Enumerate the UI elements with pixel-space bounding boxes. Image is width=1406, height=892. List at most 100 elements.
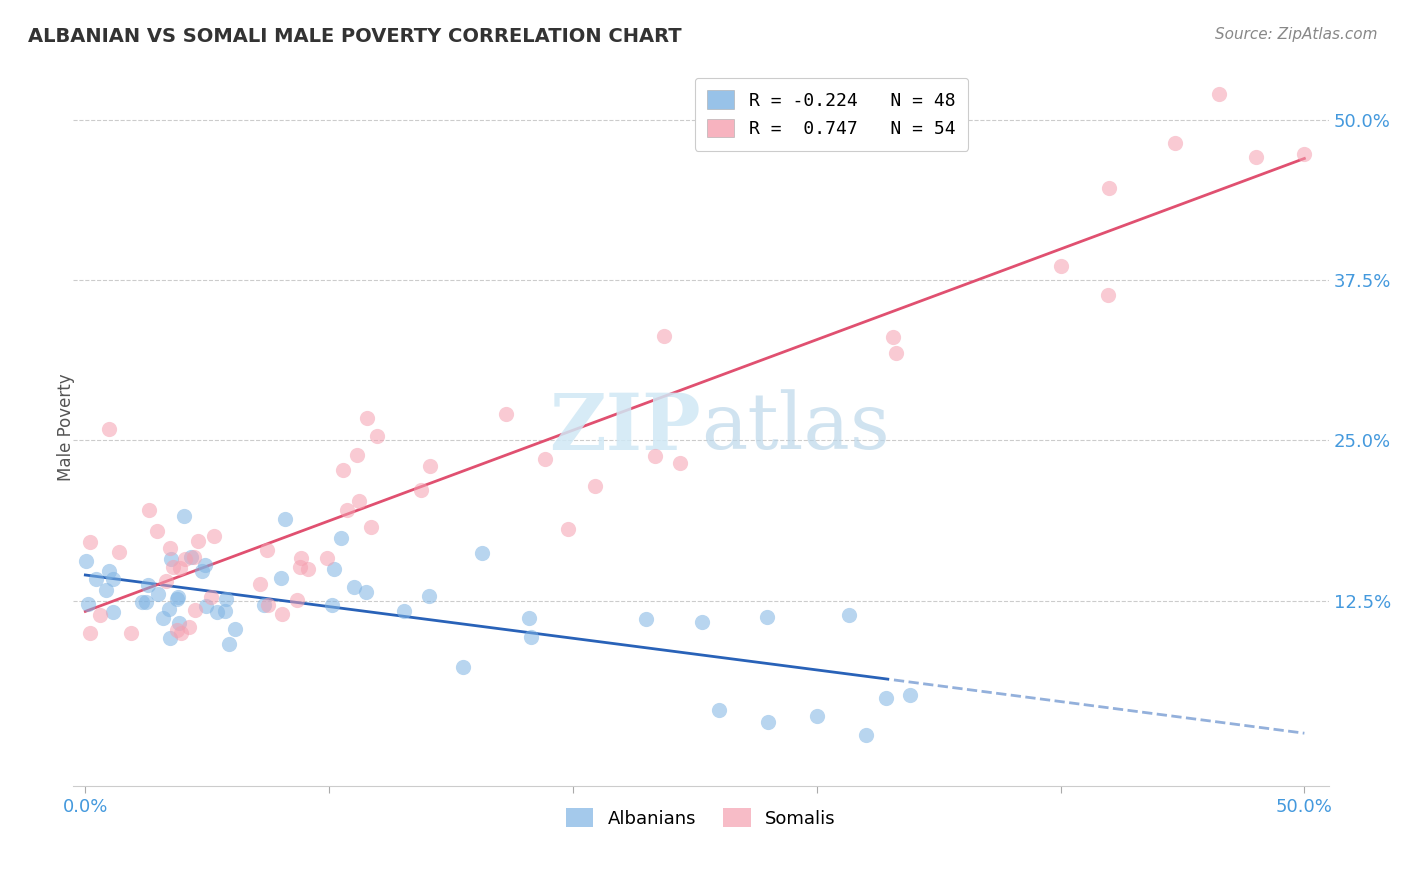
Point — [274, 512, 297, 526]
Point — [347, 494, 370, 508]
Point — [690, 615, 713, 629]
Point — [167, 591, 190, 605]
Point — [756, 715, 779, 730]
Point — [709, 702, 731, 716]
Point — [107, 545, 129, 559]
Point — [517, 611, 540, 625]
Point — [583, 479, 606, 493]
Point — [1097, 288, 1119, 302]
Point — [159, 631, 181, 645]
Point — [75, 554, 97, 568]
Point — [329, 531, 352, 545]
Point — [882, 329, 904, 343]
Point — [285, 592, 308, 607]
Point — [214, 604, 236, 618]
Point — [1098, 181, 1121, 195]
Text: ALBANIAN VS SOMALI MALE POVERTY CORRELATION CHART: ALBANIAN VS SOMALI MALE POVERTY CORRELAT… — [28, 27, 682, 45]
Point — [855, 728, 877, 742]
Y-axis label: Male Poverty: Male Poverty — [58, 374, 75, 482]
Point — [76, 597, 98, 611]
Point — [224, 622, 246, 636]
Point — [644, 449, 666, 463]
Point — [343, 580, 366, 594]
Point — [336, 502, 359, 516]
Point — [169, 561, 191, 575]
Text: ZIP: ZIP — [550, 390, 702, 466]
Point — [392, 604, 415, 618]
Point — [1164, 136, 1187, 151]
Point — [321, 598, 343, 612]
Point — [323, 562, 346, 576]
Point — [173, 552, 195, 566]
Text: atlas: atlas — [702, 390, 890, 466]
Point — [180, 550, 202, 565]
Point — [170, 625, 193, 640]
Point — [166, 592, 188, 607]
Legend: Albanians, Somalis: Albanians, Somalis — [560, 801, 842, 835]
Point — [84, 572, 107, 586]
Point — [190, 564, 212, 578]
Point — [297, 562, 319, 576]
Point — [884, 346, 907, 360]
Point — [194, 558, 217, 572]
Point — [138, 502, 160, 516]
Point — [270, 607, 292, 621]
Point — [806, 709, 828, 723]
Point — [160, 551, 183, 566]
Point — [101, 605, 124, 619]
Point — [1049, 259, 1071, 273]
Point — [131, 595, 153, 609]
Point — [418, 589, 440, 603]
Point — [316, 550, 339, 565]
Point — [79, 625, 101, 640]
Point — [166, 624, 188, 638]
Point — [1208, 87, 1230, 102]
Point — [101, 572, 124, 586]
Point — [409, 483, 432, 497]
Point — [366, 429, 388, 443]
Point — [135, 595, 157, 609]
Point — [652, 328, 675, 343]
Point — [290, 551, 312, 566]
Point — [756, 609, 779, 624]
Point — [898, 688, 921, 702]
Point — [205, 605, 228, 619]
Point — [1294, 147, 1316, 161]
Point — [557, 522, 579, 536]
Point — [89, 608, 111, 623]
Point — [451, 660, 474, 674]
Point — [354, 585, 377, 599]
Point — [1244, 150, 1267, 164]
Point — [218, 637, 240, 651]
Point — [183, 549, 205, 564]
Point — [202, 529, 225, 543]
Point — [875, 691, 897, 706]
Point — [146, 524, 169, 539]
Point — [471, 546, 494, 560]
Point — [360, 520, 382, 534]
Point — [256, 543, 278, 558]
Point — [187, 534, 209, 549]
Point — [194, 599, 217, 613]
Point — [173, 509, 195, 524]
Point — [121, 625, 143, 640]
Point — [94, 582, 117, 597]
Point — [200, 591, 222, 605]
Point — [270, 571, 292, 585]
Point — [669, 456, 692, 470]
Point — [253, 598, 276, 612]
Point — [534, 451, 557, 466]
Point — [159, 541, 181, 555]
Point — [288, 559, 311, 574]
Point — [98, 564, 121, 578]
Point — [152, 610, 174, 624]
Point — [136, 577, 159, 591]
Point — [79, 535, 101, 549]
Point — [419, 458, 441, 473]
Text: Source: ZipAtlas.com: Source: ZipAtlas.com — [1215, 27, 1378, 42]
Point — [256, 599, 278, 613]
Point — [162, 560, 184, 574]
Point — [332, 463, 354, 477]
Point — [215, 591, 238, 606]
Point — [346, 448, 368, 462]
